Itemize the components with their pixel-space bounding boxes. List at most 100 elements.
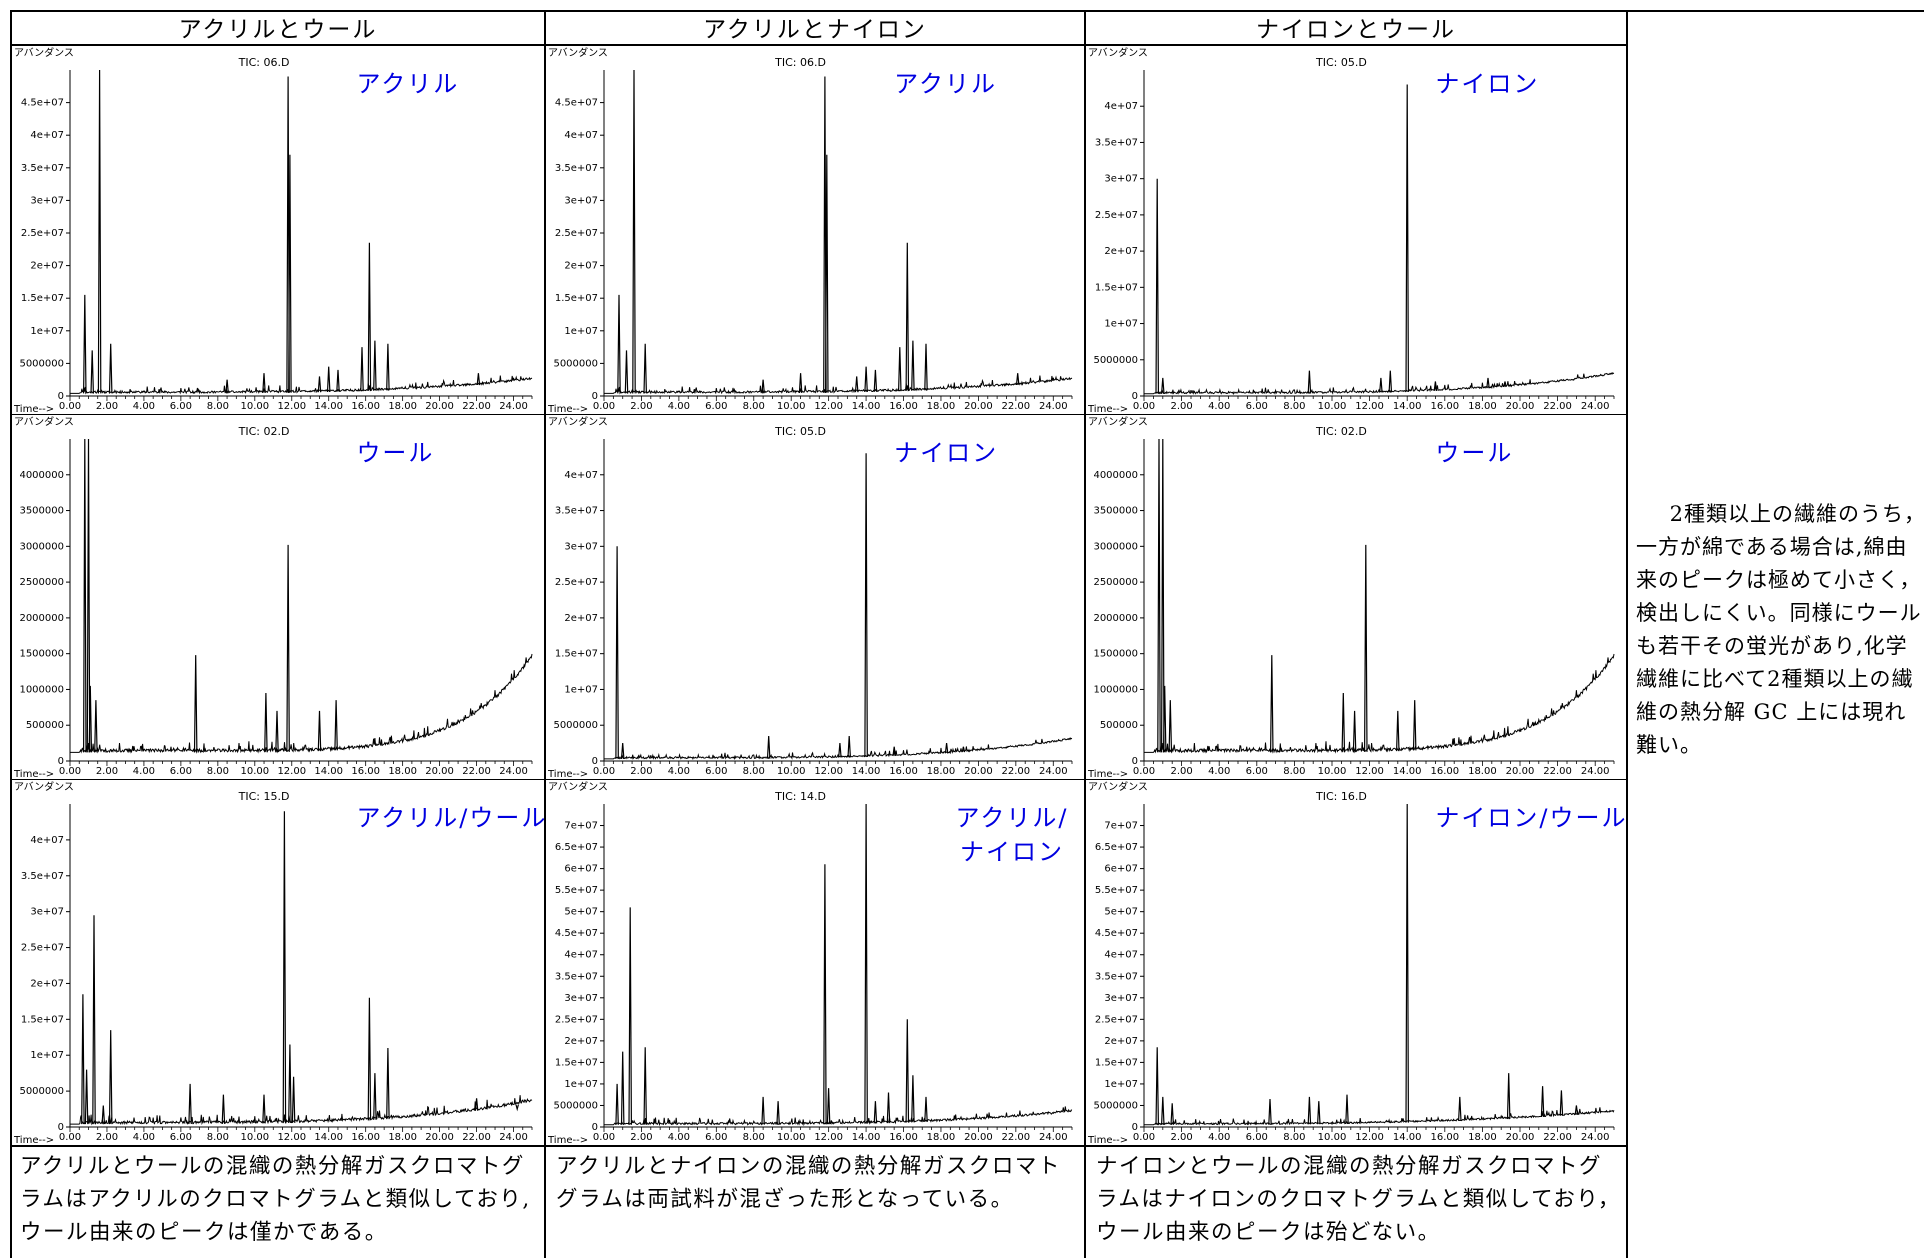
chromatogram-peak	[944, 743, 949, 754]
y-tick-label: 500000	[26, 720, 64, 731]
y-tick-label: 5000000	[19, 1086, 64, 1097]
chromatogram-peak	[643, 343, 647, 394]
y-tick-label: 1000000	[19, 684, 64, 695]
x-tick-label: 14.00	[314, 1132, 343, 1143]
y-tick-label: 4e+07	[30, 130, 64, 141]
sample-label: ウール	[356, 439, 434, 467]
x-tick-label: 8.00	[743, 766, 765, 777]
x-tick-label: 24.00	[499, 401, 528, 412]
chromatogram-peak	[620, 1051, 625, 1125]
chromatogram-peak	[1405, 84, 1409, 392]
x-axis-label: Time-->	[1087, 1135, 1128, 1146]
chromatogram-peak	[1170, 1103, 1174, 1125]
chromatogram-panel-6: アバンダンス Time--> 0 500000 1000000 1500000 200000…	[1087, 415, 1615, 780]
x-tick-label: 0.00	[1133, 766, 1155, 777]
x-tick-label: 4.00	[133, 766, 155, 777]
x-tick-label: 10.00	[777, 1132, 806, 1143]
y-axis-label: アバンダンス	[14, 780, 74, 793]
chromatogram-peak	[101, 1105, 106, 1125]
y-tick-label: 0	[592, 391, 598, 402]
chromatogram-peak	[193, 655, 198, 753]
x-axis-label: Time-->	[547, 404, 588, 415]
y-tick-label: 7e+07	[1104, 821, 1138, 832]
x-tick-label: 14.00	[852, 1132, 881, 1143]
x-tick-label: 0.00	[593, 766, 615, 777]
x-axis-label: Time-->	[1087, 404, 1128, 415]
chromatogram-peak	[847, 735, 851, 758]
y-tick-label: 1.5e+07	[1095, 282, 1138, 293]
chromatogram-peak	[1317, 1101, 1321, 1125]
x-axis-label: Time-->	[13, 769, 54, 780]
x-tick-label: 14.00	[314, 401, 343, 412]
chromatogram-peak	[373, 1073, 377, 1120]
chromatogram-peak	[892, 746, 896, 757]
chart-title: TIC: 16.D	[1315, 790, 1367, 803]
column-header-nylon-wool: ナイロンとウール	[1256, 17, 1456, 43]
chromatogram-peak	[1506, 1073, 1511, 1119]
chromatogram-peak	[90, 350, 94, 394]
y-axis-label: アバンダンス	[548, 46, 608, 59]
chromatogram-panel-2: アバンダンス Time--> 0 5000000 1e+07 1.5e+07 2e+07 2.…	[547, 46, 1073, 415]
y-tick-label: 3e+07	[564, 195, 598, 206]
chromatogram-peak	[864, 366, 868, 393]
chromatogram-peak	[1364, 544, 1368, 752]
y-tick-label: 2500000	[1093, 577, 1138, 588]
chromatogram-peak	[766, 735, 771, 759]
chromatogram-peak	[615, 546, 619, 759]
y-axis-label: アバンダンス	[14, 46, 74, 59]
caption-acrylic-nylon: アクリルとナイロンの混織の熱分解ガスクロマトグラムは両試料が混ざった形となってい…	[556, 1154, 1061, 1212]
x-tick-label: 6.00	[1246, 401, 1268, 412]
x-tick-label: 22.00	[462, 766, 491, 777]
x-tick-label: 18.00	[388, 401, 417, 412]
y-tick-label: 5.5e+07	[555, 885, 598, 896]
chromatogram-peak	[1345, 1094, 1349, 1124]
x-tick-label: 12.00	[1355, 401, 1384, 412]
chromatogram-peak	[1341, 692, 1346, 753]
sample-label: ナイロン	[1435, 70, 1539, 98]
chromatogram-trace	[1144, 372, 1615, 396]
x-tick-label: 24.00	[1039, 766, 1068, 777]
chromatogram-peak	[961, 746, 966, 753]
y-tick-label: 0	[1132, 1122, 1138, 1133]
chart-title: TIC: 15.D	[238, 790, 290, 803]
chromatogram-peak	[864, 453, 868, 758]
side-note-text: 2種類以上の繊維のうち，一方が綿である場合は,綿由来のピークは極めて小さく，検出…	[1636, 502, 1926, 757]
x-tick-label: 14.00	[1393, 1132, 1422, 1143]
chromatogram-peak	[108, 343, 113, 394]
chromatogram-panel-7: アバンダンス Time--> 0 5000000 1e+07 1.5e+07 2e+07 2.…	[13, 780, 545, 1146]
y-tick-label: 3.5e+07	[1095, 137, 1138, 148]
chromatogram-peak	[1388, 370, 1393, 393]
y-tick-label: 1e+07	[1104, 319, 1138, 330]
y-tick-label: 1e+07	[564, 326, 598, 337]
y-tick-label: 0	[58, 391, 64, 402]
table-rule-col1	[544, 10, 546, 1258]
x-tick-label: 10.00	[1318, 401, 1347, 412]
chromatogram-trace	[70, 653, 533, 754]
side-note: 2種類以上の繊維のうち，一方が綿である場合は,綿由来のピークは極めて小さく，検出…	[1636, 498, 1926, 762]
y-tick-label: 2e+07	[564, 261, 598, 272]
chromatogram-peak	[334, 700, 338, 751]
x-tick-label: 4.00	[668, 766, 690, 777]
chromatogram-peak	[360, 347, 364, 392]
x-tick-label: 18.00	[388, 766, 417, 777]
y-tick-label: 0	[592, 756, 598, 767]
table-rule-left	[10, 10, 12, 1258]
x-tick-label: 2.00	[630, 766, 652, 777]
x-tick-label: 0.00	[1133, 1132, 1155, 1143]
y-tick-label: 4.5e+07	[21, 98, 64, 109]
chromatogram-peak	[1412, 700, 1417, 751]
chromatogram-peak	[282, 811, 287, 1124]
y-tick-label: 2e+07	[564, 613, 598, 624]
table-rule-col2	[1084, 10, 1086, 1258]
x-tick-label: 12.00	[1355, 766, 1384, 777]
x-tick-label: 2.00	[96, 401, 118, 412]
caption-acrylic-wool: アクリルとウールの混織の熱分解ガスクロマトグラムはアクリルのクロマトグラムと類似…	[20, 1154, 531, 1245]
y-tick-label: 3e+07	[1104, 993, 1138, 1004]
chromatogram-peak	[1433, 381, 1438, 391]
table-rule-header	[10, 44, 1628, 46]
x-tick-label: 0.00	[59, 401, 81, 412]
y-tick-label: 2.5e+07	[21, 228, 64, 239]
x-tick-label: 10.00	[240, 1132, 269, 1143]
chromatogram-peak	[1540, 1086, 1545, 1118]
y-tick-label: 6.5e+07	[1095, 842, 1138, 853]
